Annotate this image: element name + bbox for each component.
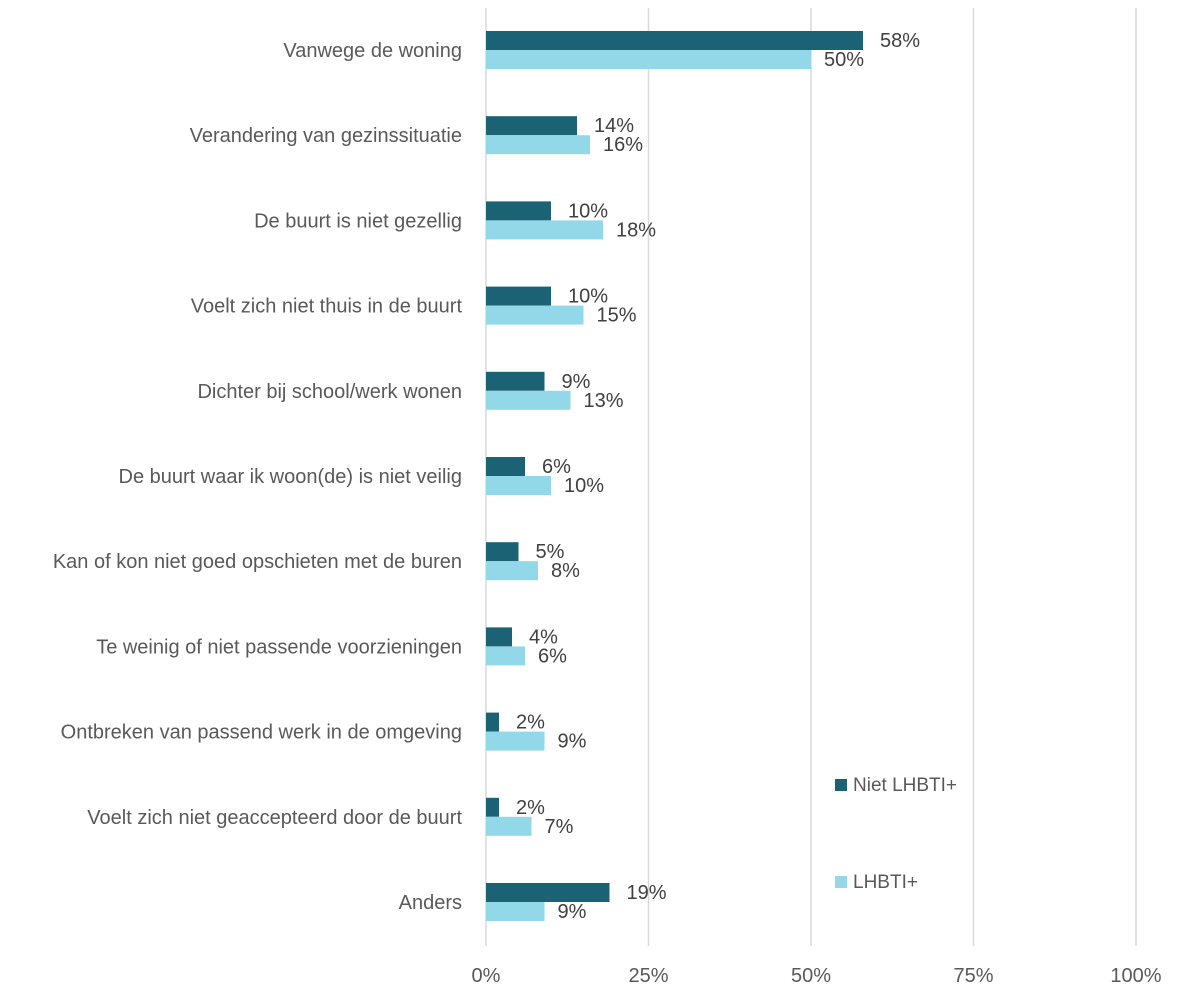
bar-lhbti bbox=[486, 50, 811, 69]
labels: 0% 25% 50% 75% 100% Vanwege de woning 58% 50% Ve… bbox=[53, 30, 1162, 987]
category-label: Te weinig of niet passende voorzieningen bbox=[96, 636, 462, 658]
data-label: 10% bbox=[568, 200, 608, 222]
data-label: 6% bbox=[538, 645, 567, 667]
bar-lhbti bbox=[486, 220, 603, 240]
data-label: 9% bbox=[558, 731, 587, 753]
data-label: 14% bbox=[594, 115, 634, 137]
tick-label-50: 50% bbox=[791, 965, 831, 987]
data-label: 2% bbox=[516, 797, 545, 819]
bar-lhbti bbox=[486, 816, 532, 836]
data-label: 5% bbox=[536, 541, 565, 563]
bar-niet-lhbti bbox=[486, 627, 512, 647]
data-label: 18% bbox=[616, 219, 656, 241]
bar-lhbti bbox=[486, 902, 545, 921]
bars bbox=[486, 31, 863, 921]
data-label: 15% bbox=[597, 305, 637, 327]
bar-niet-lhbti bbox=[486, 797, 499, 817]
bar-lhbti bbox=[486, 135, 590, 155]
bar-niet-lhbti bbox=[486, 286, 551, 306]
tick-label-0: 0% bbox=[472, 965, 501, 987]
legend: Niet LHBTI+ LHBTI+ bbox=[835, 775, 957, 893]
category-label: Ontbreken van passend werk in de omgevin… bbox=[61, 722, 462, 744]
legend-label-lhbti: LHBTI+ bbox=[853, 872, 918, 893]
data-label: 9% bbox=[562, 371, 591, 393]
category-label: De buurt waar ik woon(de) is niet veilig bbox=[119, 466, 463, 488]
data-label: 10% bbox=[564, 475, 604, 497]
tick-label-100: 100% bbox=[1110, 965, 1161, 987]
bar-lhbti bbox=[486, 731, 545, 751]
data-label: 2% bbox=[516, 712, 545, 734]
bar-niet-lhbti bbox=[486, 31, 863, 50]
bar-lhbti bbox=[486, 646, 525, 666]
bar-niet-lhbti bbox=[486, 116, 577, 136]
data-label: 50% bbox=[824, 49, 864, 71]
category-label: Voelt zich niet geaccepteerd door de buu… bbox=[87, 807, 462, 829]
legend-swatch-lhbti bbox=[835, 876, 847, 888]
tick-label-75: 75% bbox=[953, 965, 993, 987]
data-label: 58% bbox=[880, 30, 920, 52]
bar-niet-lhbti bbox=[486, 712, 499, 732]
legend-swatch-niet-lhbti bbox=[835, 779, 847, 791]
bar-niet-lhbti bbox=[486, 883, 610, 902]
bar-lhbti bbox=[486, 561, 538, 581]
data-label: 9% bbox=[558, 901, 587, 923]
legend-label-niet-lhbti: Niet LHBTI+ bbox=[853, 775, 957, 796]
data-label: 10% bbox=[568, 286, 608, 308]
data-label: 19% bbox=[627, 882, 667, 904]
category-label: Verandering van gezinssituatie bbox=[190, 125, 462, 147]
bar-lhbti bbox=[486, 476, 551, 495]
bar-lhbti bbox=[486, 390, 571, 410]
data-label: 13% bbox=[584, 390, 624, 412]
category-label: Voelt zich niet thuis in de buurt bbox=[191, 296, 463, 318]
grid-lines bbox=[485, 8, 1137, 946]
data-label: 8% bbox=[551, 560, 580, 582]
data-label: 4% bbox=[529, 626, 558, 648]
category-label: Dichter bij school/werk wonen bbox=[197, 381, 462, 403]
data-label: 16% bbox=[603, 134, 643, 156]
data-label: 6% bbox=[542, 456, 571, 478]
bar-niet-lhbti bbox=[486, 542, 519, 562]
bar-niet-lhbti bbox=[486, 201, 551, 221]
data-label: 7% bbox=[545, 816, 574, 838]
tick-label-25: 25% bbox=[628, 965, 668, 987]
bar-lhbti bbox=[486, 305, 584, 325]
bar-niet-lhbti bbox=[486, 457, 525, 476]
bar-niet-lhbti bbox=[486, 371, 545, 391]
category-label: Anders bbox=[399, 892, 462, 914]
category-label: De buurt is niet gezellig bbox=[254, 210, 462, 232]
category-label: Kan of kon niet goed opschieten met de b… bbox=[53, 551, 462, 573]
category-label: Vanwege de woning bbox=[283, 40, 462, 62]
